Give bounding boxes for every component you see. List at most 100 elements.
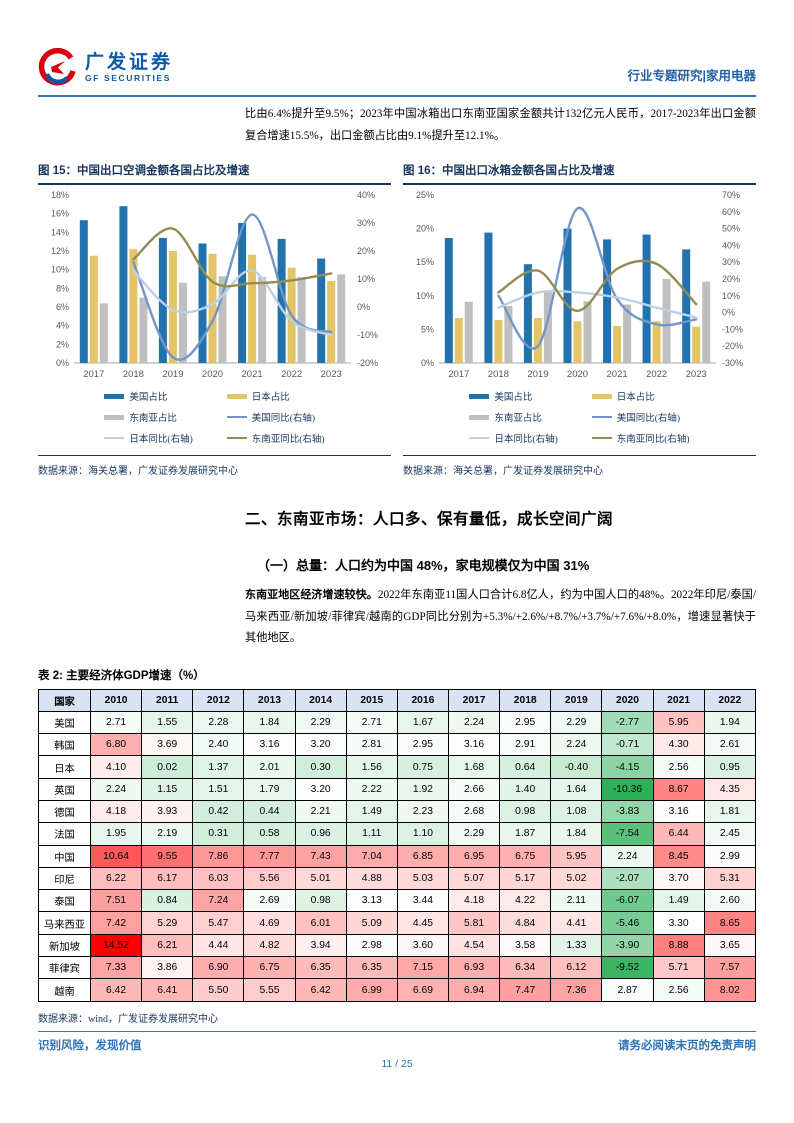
gdp-value-cell: 1.55 [141,710,194,735]
gdp-value-cell: 14.52 [89,933,143,958]
right-axis-tick: 70% [722,190,740,200]
gdp-value-cell: 4.54 [447,933,501,958]
right-axis-tick: 30% [722,257,740,267]
line-0 [132,213,333,361]
gdp-value-cell: 6.41 [141,978,194,1002]
legend-line-swatch-icon [226,436,247,440]
gdp-value-cell: 5.47 [192,911,245,935]
gdp-value-cell: 6.17 [141,866,194,891]
right-axis-tick: -20% [357,358,378,368]
gdp-value-cell: 5.50 [192,978,245,1002]
country-cell: 英国 [38,777,91,801]
right-axis-tick: -10% [357,330,378,340]
gdp-value-cell: 1.87 [499,822,552,846]
legend-item: 东南亚同比(右轴) [226,431,325,445]
legend-label: 东南亚同比(右轴) [251,435,325,445]
gdp-value-cell: 6.99 [345,978,398,1002]
gdp-value-cell: 1.10 [396,822,449,846]
gdp-value-cell: 0.64 [499,755,552,779]
table-head: 国家 2010 2011 2012 2013 2014 2015 2016 2017 2018 20… [38,688,757,712]
gdp-value-cell: 8.67 [652,777,705,801]
gdp-value-cell: 2.23 [396,799,449,824]
gdp-value-cell: 3.30 [652,911,705,935]
gdp-value-cell: 7.42 [89,911,143,935]
legend-label: 美国占比 [129,393,168,403]
gdp-value-cell: 3.44 [396,889,449,913]
gdp-value-cell: 6.35 [294,956,347,980]
table-header-year: 2011 [141,688,194,712]
gdp-value-cell: -0.71 [601,733,654,757]
category-label: 2023 [686,369,707,380]
gdp-value-cell: 1.49 [345,799,398,824]
gdp-value-cell: 1.94 [703,710,757,735]
bar-1 [129,249,138,363]
legend-label: 美国同比(右轴) [616,414,681,424]
bar-1 [573,321,582,363]
gdp-value-cell: -6.07 [601,889,654,913]
bar-0 [277,238,286,363]
bar-0 [603,239,612,363]
gdp-value-cell: 4.82 [243,933,296,958]
table-row: 法国 1.95 2.19 0.31 0.58 0.96 1.11 1.10 2.29 1.87 1.… [38,822,757,846]
gdp-value-cell: 2.01 [243,755,296,779]
bar-1 [533,318,542,363]
gdp-value-cell: 0.02 [141,755,194,779]
legend-item: 美国占比 [469,389,557,403]
legend-item: 日本同比(右轴) [104,431,193,445]
left-axis-tick: 4% [56,321,69,331]
legend-item: 美国同比(右轴) [591,410,690,424]
gdp-value-cell: 2.56 [652,755,705,779]
gdp-value-cell: 1.37 [192,755,245,779]
legend-bar-swatch-icon [104,414,125,420]
line-1 [132,269,333,337]
right-axis-tick: 10% [357,274,375,284]
gdp-value-cell: 6.95 [447,844,501,868]
figure-source: 数据来源：海关总署，广发证券发展研究中心 [38,466,238,477]
logo-text-cn: 广发证券 [85,52,174,73]
bar-2 [623,304,632,363]
bar-1 [208,253,217,363]
table-body: 美国 2.71 1.55 2.28 1.84 2.29 2.71 1.67 2.24 2.95 2.… [38,710,757,1002]
table-header-year: 2010 [89,688,143,712]
gdp-value-cell: 6.44 [652,822,705,846]
gdp-value-cell: 3.58 [499,933,552,958]
gdp-value-cell: 3.20 [294,733,347,757]
gdp-value-cell: 0.75 [396,755,449,779]
gdp-value-cell: 3.16 [652,799,705,824]
gdp-value-cell: 5.95 [652,710,705,735]
gdp-value-cell: 8.45 [652,844,705,868]
gdp-value-cell: 1.79 [243,777,296,801]
table-row: 新加坡 14.52 6.21 4.44 4.82 3.94 2.98 3.60 4.54 3.58… [38,933,757,958]
table-header-year: 2020 [601,688,654,712]
bar-2 [297,277,306,363]
right-axis-tick: 50% [722,224,740,234]
bar-2 [218,276,227,363]
left-axis-tick: 20% [416,224,434,234]
legend-item: 东南亚占比 [104,410,192,424]
gdp-value-cell: 5.09 [345,911,398,935]
left-axis-tick: 10% [416,291,434,301]
table-header-year: 2013 [243,688,296,712]
bar-2 [504,305,513,363]
table-header-year: 2014 [294,688,347,712]
gdp-value-cell: 2.22 [345,777,398,801]
right-axis-tick: 30% [357,218,375,228]
chart-svg: 0% 5% 10% 15% 20% 25% -30% -20% -10% 0% 10% 20% 30% 4… [416,190,743,380]
left-axis-tick: 15% [416,257,434,267]
legend-label: 东南亚占比 [129,414,177,424]
right-axis-tick: -10% [722,324,743,334]
chart-air-conditioner: 0% 2% 4% 6% 8% 10% 12% 14% 16% 18% -20% -10% 0% 10% 20… [38,185,391,385]
right-axis-tick: 20% [357,246,375,256]
country-cell: 韩国 [38,733,91,757]
gdp-value-cell: 7.36 [550,978,603,1002]
country-cell: 越南 [38,978,91,1002]
gdp-value-cell: 7.57 [703,956,757,980]
gdp-value-cell: 5.29 [141,911,194,935]
gdp-value-cell: 7.33 [89,956,143,980]
right-axis-tick: -30% [722,358,743,368]
line-2 [132,227,333,288]
bar-0 [238,223,247,363]
table-header-year: 2017 [447,688,501,712]
gdp-value-cell: 8.65 [703,911,757,935]
gdp-value-cell: -10.36 [601,777,654,801]
